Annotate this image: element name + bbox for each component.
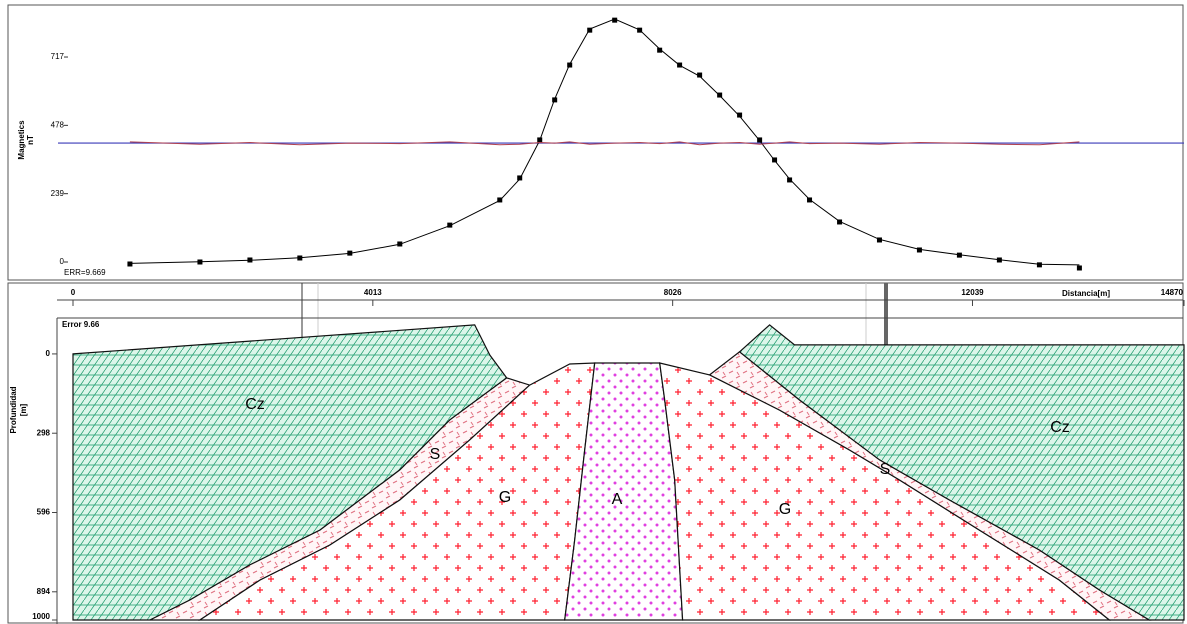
body-label: G	[779, 501, 791, 518]
error-annotation: Error 9.66	[62, 320, 100, 329]
x-axis-label: Distancia[m]	[1062, 289, 1110, 298]
y-tick-label: 478	[51, 120, 65, 129]
y-axis-label: Profundidad	[9, 386, 18, 433]
y-axis-label: nT	[26, 135, 35, 145]
observed-point	[837, 219, 843, 225]
observed-point	[737, 112, 743, 118]
x-tick-label: 8026	[664, 288, 682, 297]
observed-point	[916, 247, 922, 253]
observed-point	[447, 222, 453, 228]
profile-line	[129, 141, 1080, 146]
y-tick-label: 596	[37, 508, 51, 517]
x-tick-label: 0	[71, 288, 76, 297]
observed-point	[127, 261, 133, 267]
observed-point	[876, 237, 882, 243]
x-tick-label: 12039	[961, 288, 984, 297]
x-tick-label: 4013	[364, 288, 382, 297]
observed-point	[1036, 262, 1042, 268]
body-label: S	[430, 446, 441, 463]
body-label: A	[612, 491, 623, 508]
profile-line	[129, 18, 1080, 266]
y-tick-label: 298	[37, 428, 51, 437]
y-axis-label: Magnetics	[17, 120, 26, 160]
observed-point	[657, 47, 663, 53]
y-tick-label: 1000	[32, 612, 50, 621]
body-label: G	[499, 489, 511, 506]
splitter	[884, 283, 888, 345]
y-tick-label: 894	[37, 587, 51, 596]
y-tick-label: 717	[51, 52, 65, 61]
geologic-body	[738, 324, 1185, 621]
observed-point	[1076, 265, 1082, 271]
geologic-body	[197, 362, 596, 621]
y-tick-label: 0	[46, 349, 51, 358]
plot-layer: Magnetics nT 0 239 478 717 ERR=9.669 0 4013 8026 1…	[9, 17, 1185, 624]
x-tick-label: 14870	[1161, 288, 1184, 297]
observed-point	[787, 177, 793, 183]
observed-point	[517, 175, 523, 181]
body-label: Cz	[245, 396, 265, 413]
y-tick-label: 0	[60, 257, 65, 266]
observed-point	[612, 17, 618, 23]
body-label: Cz	[1050, 419, 1070, 436]
observed-point	[587, 27, 593, 33]
y-tick-label: 239	[51, 189, 65, 198]
body-label: S	[880, 461, 891, 478]
y-axis-label: [m]	[19, 403, 28, 416]
observed-point	[697, 72, 703, 78]
error-annotation: ERR=9.669	[64, 268, 106, 277]
